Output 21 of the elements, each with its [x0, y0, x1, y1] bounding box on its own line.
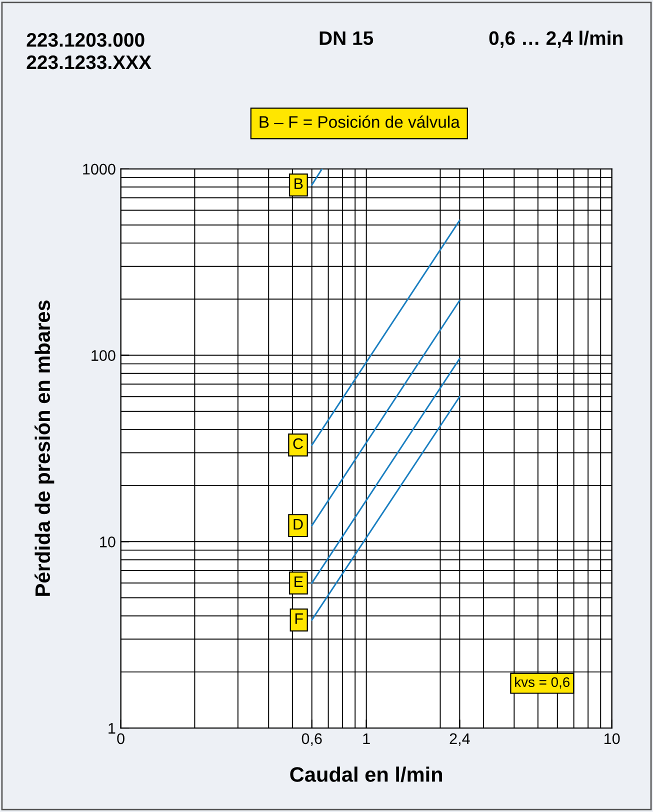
- series-label: C: [293, 438, 303, 450]
- y-tick-label: 1: [108, 723, 116, 734]
- y-tick-label: 100: [92, 350, 116, 361]
- series-label: E: [294, 576, 303, 587]
- text: B – F = Posición de válvula: [260, 115, 460, 128]
- x-tick-label: 0,6: [302, 733, 322, 746]
- x-tick-label: 2,4: [450, 733, 470, 746]
- x-tick-label: 1: [363, 733, 370, 744]
- annotation: kvs = 0,6: [515, 676, 570, 689]
- series-label: D: [294, 519, 303, 530]
- chart-title: 223.1203.000 223.1233.XXX: [26, 33, 152, 70]
- y-tick-label: 10: [100, 536, 116, 548]
- x-tick-label: 10: [604, 733, 620, 744]
- series-label: B: [294, 178, 303, 189]
- y-tick-label: 1000: [83, 164, 116, 175]
- x-tick-label: 0: [117, 733, 124, 744]
- chart-subtitle: DN 15: [320, 31, 374, 46]
- y-axis-title: Pérdida de presión en mbares: [34, 300, 54, 596]
- x-axis-title: Caudal en l/min: [290, 766, 442, 782]
- series-label: F: [295, 613, 303, 624]
- text: 0,6 … 2,4 l/min: [489, 30, 622, 48]
